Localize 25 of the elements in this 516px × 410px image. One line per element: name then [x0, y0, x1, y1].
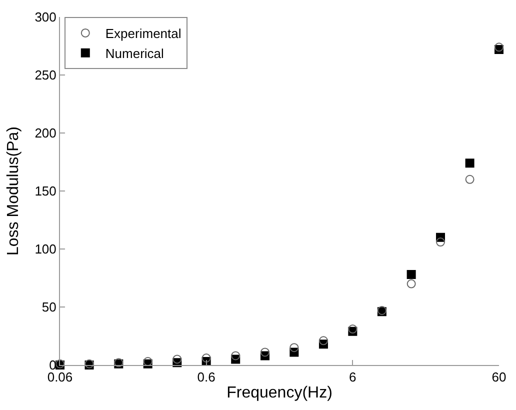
point: [290, 343, 299, 352]
point: [202, 354, 211, 363]
x-tick-label: 0.6: [197, 370, 216, 385]
point: [406, 279, 416, 288]
x-axis-title: Frequency(Hz): [226, 384, 332, 402]
legend-label: Experimental: [105, 26, 182, 42]
y-tick-label: 250: [34, 68, 56, 83]
point: [172, 354, 182, 364]
point: [231, 351, 240, 360]
y-tick-label: 200: [34, 126, 56, 141]
x-tick-label: 6: [349, 370, 356, 385]
legend-label: Numerical: [105, 46, 164, 61]
point: [260, 348, 270, 357]
y-tick-label: 300: [34, 10, 56, 25]
x-tick-label: 60: [492, 370, 506, 385]
point: [436, 238, 445, 247]
point: [465, 158, 474, 168]
point: [406, 270, 416, 280]
x-tick-label: 0.06: [47, 370, 73, 385]
y-tick-label: 100: [34, 242, 56, 257]
y-tick-label: 150: [34, 184, 56, 199]
point: [318, 336, 328, 346]
y-tick-label: 50: [42, 300, 56, 315]
y-axis-title: Loss Modulus(Pa): [5, 126, 22, 256]
point: [465, 174, 474, 184]
